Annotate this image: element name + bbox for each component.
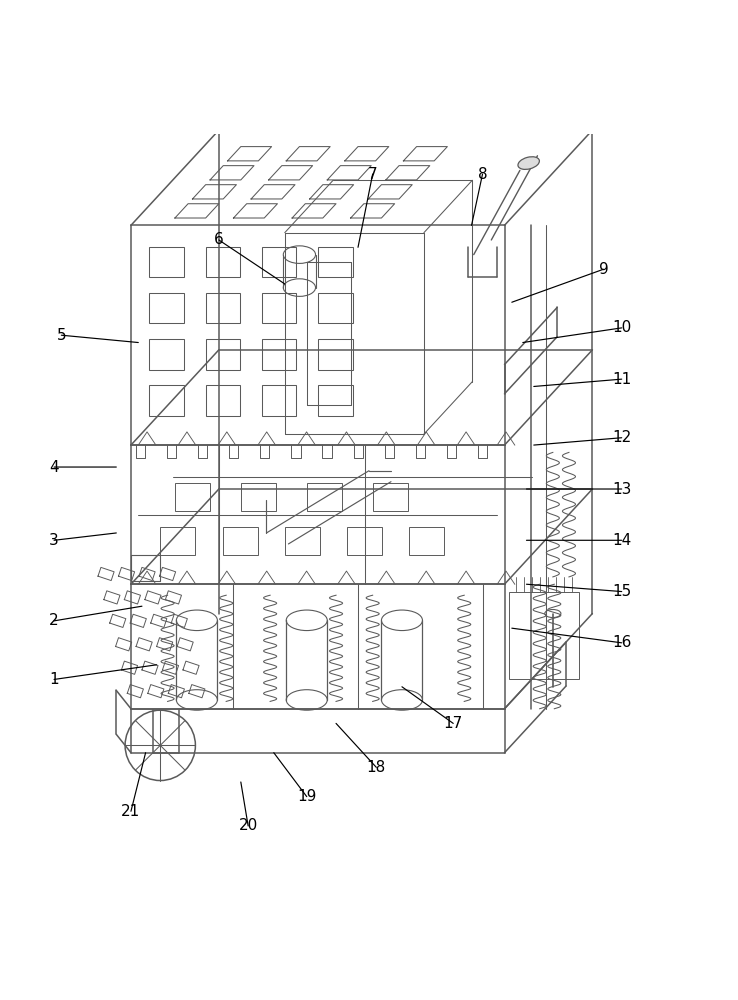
Bar xyxy=(509,592,579,679)
Text: 16: 16 xyxy=(612,635,632,650)
Bar xyxy=(319,339,353,370)
Bar xyxy=(206,385,240,416)
Bar xyxy=(410,527,444,555)
Bar xyxy=(262,247,297,277)
Bar xyxy=(262,293,297,323)
Text: 11: 11 xyxy=(612,372,631,387)
Text: 4: 4 xyxy=(49,460,59,475)
Text: 10: 10 xyxy=(612,320,631,335)
Text: 13: 13 xyxy=(612,482,632,497)
Bar xyxy=(319,293,353,323)
Text: 7: 7 xyxy=(368,167,377,182)
Bar xyxy=(206,247,240,277)
Bar xyxy=(319,247,353,277)
Text: 17: 17 xyxy=(444,716,463,731)
Text: 2: 2 xyxy=(49,613,59,628)
Bar xyxy=(241,483,276,511)
Bar xyxy=(149,385,184,416)
Text: 19: 19 xyxy=(297,789,317,804)
Text: 15: 15 xyxy=(612,584,631,599)
Text: 1: 1 xyxy=(49,672,59,687)
Text: 8: 8 xyxy=(477,167,487,182)
Text: 6: 6 xyxy=(214,232,224,247)
Bar xyxy=(319,385,353,416)
Bar xyxy=(307,483,342,511)
Text: 14: 14 xyxy=(612,533,631,548)
Bar xyxy=(285,527,320,555)
Text: 5: 5 xyxy=(57,328,66,343)
Text: 3: 3 xyxy=(49,533,59,548)
Bar xyxy=(149,339,184,370)
Bar xyxy=(373,483,408,511)
Text: 12: 12 xyxy=(612,430,631,445)
Text: 18: 18 xyxy=(367,760,386,775)
Bar xyxy=(223,527,258,555)
Bar xyxy=(262,339,297,370)
Bar xyxy=(175,483,210,511)
Bar xyxy=(206,339,240,370)
Bar xyxy=(149,247,184,277)
Bar xyxy=(262,385,297,416)
Bar xyxy=(206,293,240,323)
Bar xyxy=(149,293,184,323)
Text: 21: 21 xyxy=(121,804,140,819)
Bar xyxy=(347,527,382,555)
Ellipse shape xyxy=(518,157,539,169)
Text: 9: 9 xyxy=(599,262,608,277)
Bar xyxy=(160,527,196,555)
Text: 20: 20 xyxy=(238,818,258,833)
